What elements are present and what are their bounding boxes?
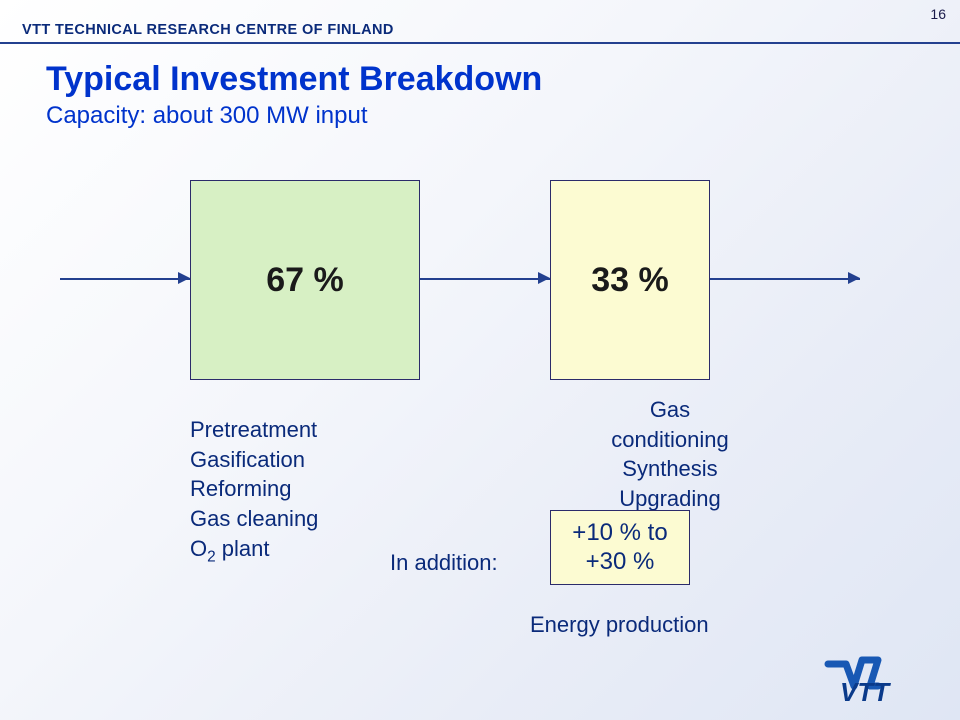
o2-pre: O [190, 536, 207, 561]
list-item: Synthesis [560, 454, 780, 484]
box-67-percent: 67 % [190, 180, 420, 380]
arrow-icon [538, 272, 550, 284]
addition-line2: +30 % [586, 548, 655, 577]
box-addition-percent: +10 % to +30 % [550, 510, 690, 585]
list-item: conditioning [560, 425, 780, 455]
o2-sub: 2 [207, 548, 216, 565]
flow-line [420, 278, 550, 280]
vtt-logo: VTT [820, 646, 940, 706]
logo-text: VTT [840, 677, 891, 706]
slide-subtitle: Capacity: about 300 MW input [46, 102, 368, 130]
energy-production-label: Energy production [530, 610, 709, 640]
slide-title: Typical Investment Breakdown [46, 60, 542, 99]
list-item: Pretreatment [190, 415, 450, 445]
flow-line [710, 278, 860, 280]
arrow-icon [178, 272, 190, 284]
addition-line1: +10 % to [572, 519, 667, 548]
right-process-list: Gas conditioning Synthesis Upgrading [560, 395, 780, 514]
in-addition-label: In addition: [390, 548, 498, 578]
flow-line [60, 278, 190, 280]
o2-post: plant [216, 536, 270, 561]
left-process-list: Pretreatment Gasification Reforming Gas … [190, 415, 450, 568]
arrow-icon [848, 272, 860, 284]
list-item: Gas [560, 395, 780, 425]
box-67-label: 67 % [266, 261, 344, 300]
page-number: 16 [930, 6, 946, 22]
slide-background: 16 VTT TECHNICAL RESEARCH CENTRE OF FINL… [0, 0, 960, 720]
header-org: VTT TECHNICAL RESEARCH CENTRE OF FINLAND [22, 22, 394, 38]
box-33-percent: 33 % [550, 180, 710, 380]
box-33-label: 33 % [591, 261, 669, 300]
list-item: Gas cleaning [190, 504, 450, 534]
list-item: Gasification [190, 445, 450, 475]
header-underline [0, 42, 960, 44]
list-item: Reforming [190, 474, 450, 504]
